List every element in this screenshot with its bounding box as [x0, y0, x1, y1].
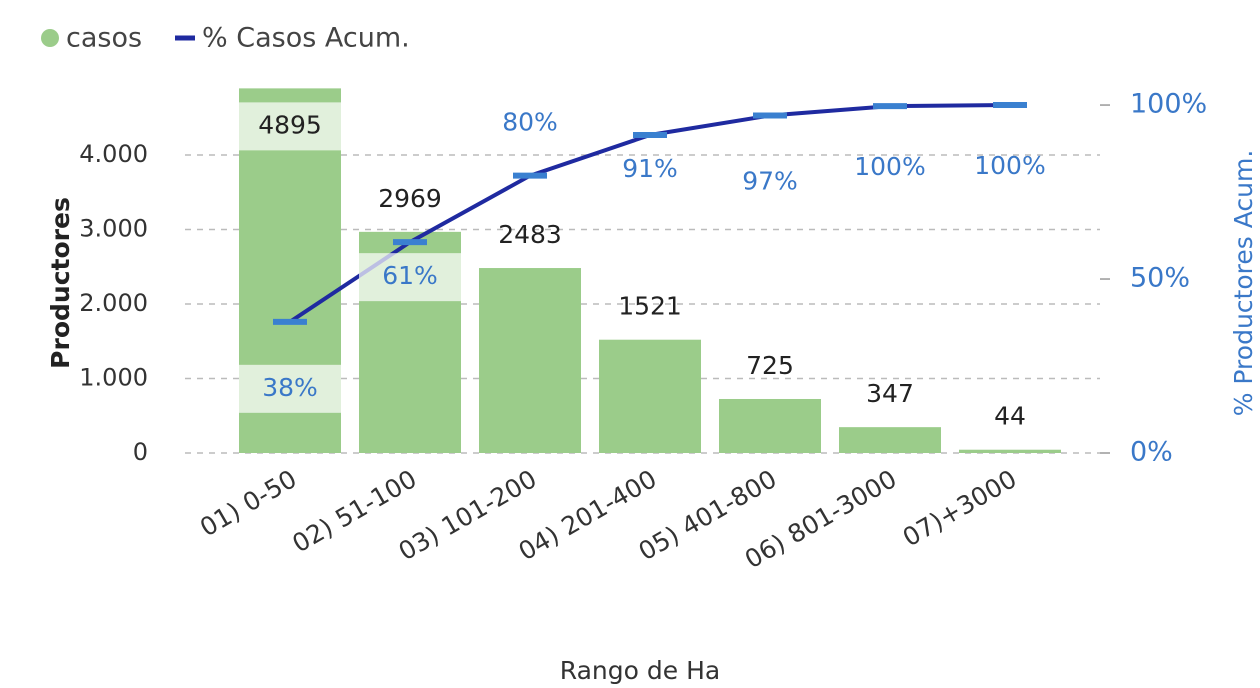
data-label: 1521	[618, 292, 682, 321]
y-tick-label: 4.000	[79, 140, 148, 168]
x-tick-label: 07)+3000	[898, 464, 1022, 552]
data-label: 97%	[742, 166, 798, 195]
y-tick-label: 0	[133, 438, 148, 466]
data-label: 44	[994, 402, 1026, 431]
y2-axis-title: % Productores Acum.	[1229, 150, 1258, 417]
label-bg	[359, 253, 461, 302]
bar	[839, 427, 941, 453]
x-tick-label: 01) 0-50	[195, 464, 302, 542]
data-label: 725	[746, 351, 794, 380]
label-bg	[239, 364, 341, 413]
data-label: 100%	[974, 151, 1045, 180]
y2-tick-label: 0%	[1130, 437, 1173, 468]
label-bg	[239, 102, 341, 151]
y-tick-label: 1.000	[79, 364, 148, 392]
x-axis-title: Rango de Ha	[560, 656, 720, 685]
data-label: 80%	[502, 108, 558, 137]
legend-label: % Casos Acum.	[202, 23, 410, 54]
data-label: 100%	[854, 152, 925, 181]
data-label: 2483	[498, 220, 562, 249]
y-tick-label: 2.000	[79, 289, 148, 317]
data-label: 2969	[378, 184, 442, 213]
data-label: 61%	[382, 261, 438, 290]
y-tick-label: 3.000	[79, 215, 148, 243]
y2-tick-label: 100%	[1130, 89, 1207, 120]
y2-tick-label: 50%	[1130, 263, 1190, 294]
bar	[959, 449, 1061, 453]
legend-label: casos	[66, 23, 142, 54]
legend-swatch	[41, 29, 59, 47]
data-label: 38%	[262, 373, 318, 402]
data-label: 4895	[258, 110, 322, 139]
y-axis-title: Productores	[46, 197, 75, 369]
bar	[719, 398, 821, 453]
data-label: 91%	[622, 154, 678, 183]
bar	[599, 339, 701, 453]
data-label: 347	[866, 379, 914, 408]
bar	[479, 268, 581, 453]
